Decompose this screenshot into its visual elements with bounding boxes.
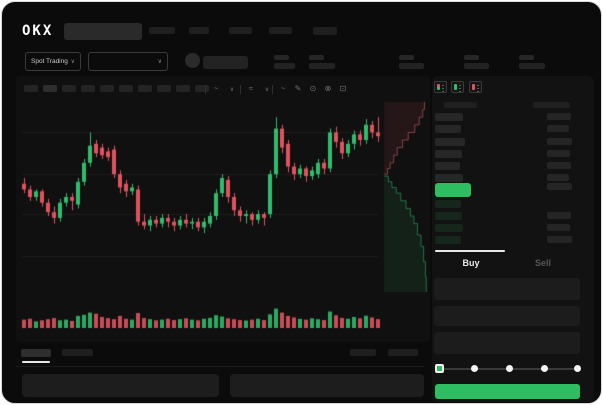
orderbook-asks-view-icon[interactable] [469, 81, 482, 93]
slider-stop-50[interactable] [506, 365, 513, 372]
stat-label [399, 55, 414, 60]
ask-row-amount [547, 138, 572, 145]
ask-row-amount [547, 150, 570, 157]
chart-option[interactable] [388, 349, 418, 356]
bottom-info-panel[interactable] [230, 374, 424, 397]
bid-row-price[interactable] [435, 200, 461, 208]
nav-item[interactable] [149, 27, 175, 34]
ask-row-price[interactable] [435, 150, 462, 158]
ask-row-amount [547, 113, 571, 120]
price-display [203, 56, 248, 69]
buy-submit-button[interactable] [435, 384, 580, 399]
chart-option[interactable] [350, 349, 376, 356]
stat-value [274, 63, 295, 69]
stat-value [519, 63, 545, 69]
chevron-down-icon: ∨ [157, 58, 162, 65]
amount-field[interactable] [434, 306, 580, 326]
coin-icon [185, 53, 200, 68]
candlestick-chart[interactable] [16, 76, 430, 342]
bid-row-price[interactable] [435, 236, 461, 244]
ask-row-price[interactable] [435, 113, 463, 121]
chart-tab-underline [22, 361, 50, 363]
slider-stop-75[interactable] [541, 365, 548, 372]
orderbook-combined-view-icon[interactable] [434, 81, 447, 93]
slider-stop-100[interactable] [574, 365, 581, 372]
ask-row-amount [547, 125, 569, 132]
stat-value [399, 63, 424, 69]
ask-row-amount [547, 162, 571, 169]
bid-row-price[interactable] [435, 224, 463, 232]
bid-row-amount [547, 224, 570, 231]
nav-item[interactable] [229, 27, 252, 34]
search-input[interactable] [64, 23, 142, 40]
ask-row-price[interactable] [435, 162, 460, 170]
stat-value [309, 63, 335, 69]
orderbook-price-header [444, 102, 477, 108]
nav-item[interactable] [313, 27, 337, 35]
total-field[interactable] [434, 332, 580, 354]
stat-label [519, 55, 534, 60]
okx-logo[interactable]: OKX [22, 23, 54, 39]
percent-slider-handle[interactable] [435, 364, 444, 373]
ask-row-amount [547, 174, 569, 181]
orderbook-bids-view-icon[interactable] [451, 81, 464, 93]
bottom-info-panel[interactable] [22, 374, 219, 397]
ask-row-price[interactable] [435, 125, 461, 133]
stat-value [464, 63, 489, 69]
orderbook-amount-header [533, 102, 570, 108]
buy-tab-underline [435, 250, 505, 252]
stat-label [464, 55, 479, 60]
divider [16, 366, 424, 367]
tab-buy[interactable]: Buy [462, 258, 480, 268]
nav-item[interactable] [189, 27, 209, 34]
chevron-down-icon: ∨ [70, 58, 75, 65]
nav-item[interactable] [269, 27, 292, 34]
bid-row-price[interactable] [435, 212, 462, 220]
ask-row-price[interactable] [435, 174, 463, 182]
chart-tab-active[interactable] [21, 349, 51, 357]
price-field[interactable] [434, 278, 580, 300]
stat-label [274, 55, 289, 60]
bid-row-amount [547, 236, 572, 243]
slider-stop-25[interactable] [471, 365, 478, 372]
last-price-highlight[interactable] [435, 183, 471, 197]
ask-row-amount [547, 183, 572, 190]
chart-tab[interactable] [62, 349, 93, 356]
stat-label [309, 55, 324, 60]
market-type-label: Spot Trading [31, 58, 68, 65]
bid-row-amount [547, 212, 571, 219]
tab-sell[interactable]: Sell [534, 258, 551, 268]
ask-row-price[interactable] [435, 138, 465, 146]
pair-selector[interactable]: ∨ [88, 52, 168, 71]
market-type-selector[interactable]: Spot Trading ∨ [25, 52, 81, 71]
